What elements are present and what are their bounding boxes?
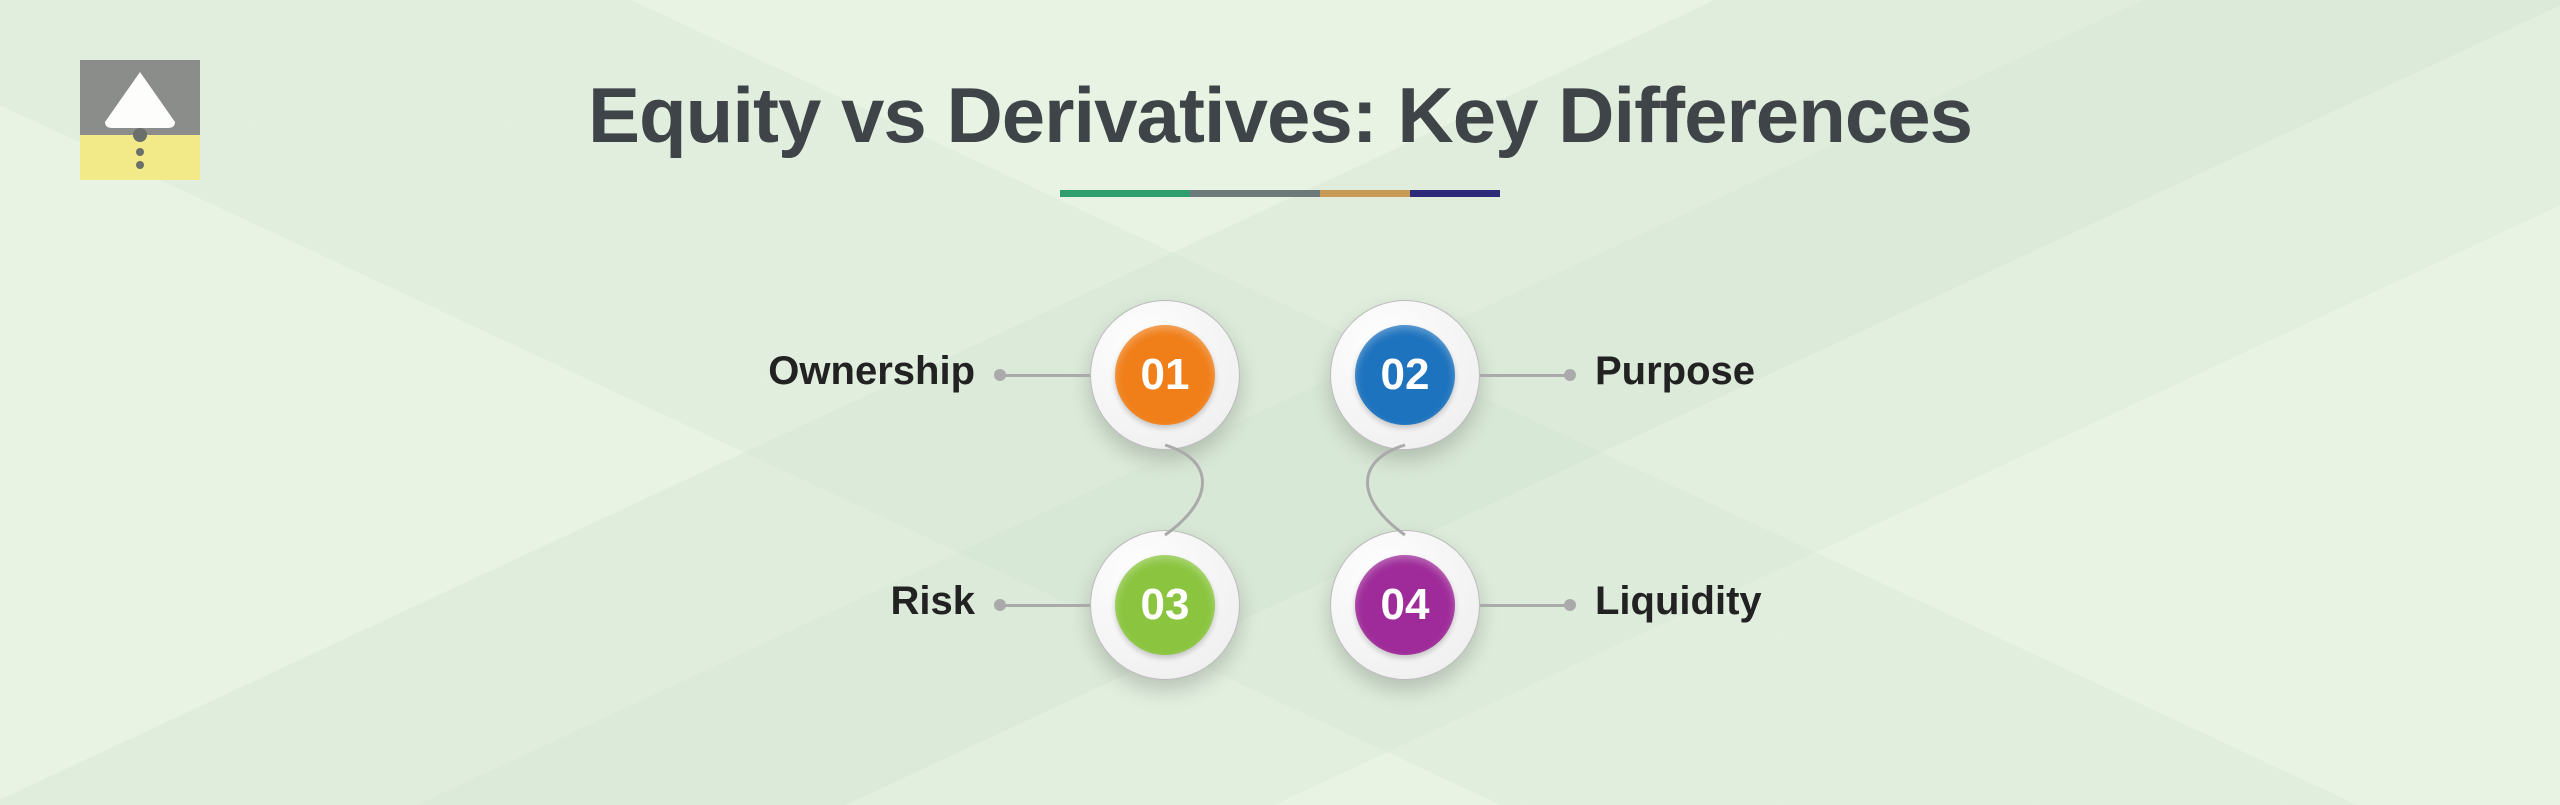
underline-seg-4: [1410, 190, 1500, 197]
connector-dot: [1564, 369, 1576, 381]
node-number: 03: [1115, 555, 1215, 655]
node-number: 01: [1115, 325, 1215, 425]
vertical-connector-right: [1345, 440, 1465, 540]
connector-dot: [994, 369, 1006, 381]
underline-seg-3: [1320, 190, 1410, 197]
title-underline: [1060, 190, 1500, 197]
node-number: 04: [1355, 555, 1455, 655]
vertical-connector-left: [1105, 440, 1225, 540]
connector-line: [1480, 374, 1570, 377]
node-01: 01: [1090, 300, 1240, 450]
connector-line: [1000, 374, 1090, 377]
node-04: 04: [1330, 530, 1480, 680]
page-title: Equity vs Derivatives: Key Differences: [0, 70, 2560, 161]
node-03: 03: [1090, 530, 1240, 680]
underline-seg-1: [1060, 190, 1190, 197]
node-label-03: Risk: [891, 579, 976, 624]
node-02: 02: [1330, 300, 1480, 450]
underline-seg-2: [1190, 190, 1320, 197]
node-label-02: Purpose: [1595, 349, 1755, 394]
node-label-01: Ownership: [768, 349, 975, 394]
diagram-area: 01 Ownership 02 Purpose 03 Risk 04 Liquidity: [730, 290, 1830, 740]
connector-line: [1000, 604, 1090, 607]
connector-dot: [1564, 599, 1576, 611]
node-number: 02: [1355, 325, 1455, 425]
connector-dot: [994, 599, 1006, 611]
node-label-04: Liquidity: [1595, 579, 1762, 624]
connector-line: [1480, 604, 1570, 607]
